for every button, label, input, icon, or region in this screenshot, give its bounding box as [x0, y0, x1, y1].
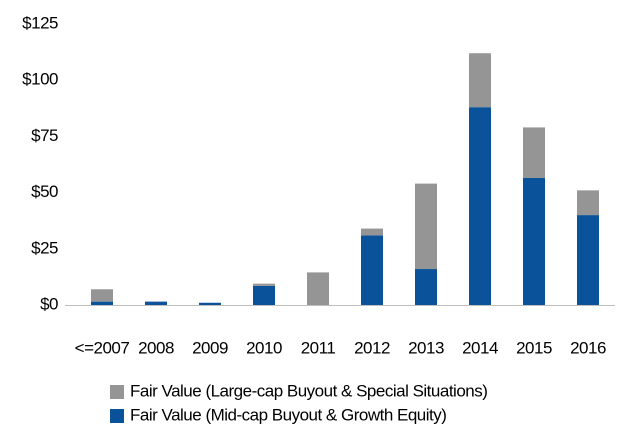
x-tick-label: 2013 — [408, 338, 444, 357]
bar-segment — [91, 289, 113, 302]
bar-segment — [253, 283, 275, 286]
x-tick-label: 2014 — [462, 338, 498, 357]
legend-label: Fair Value (Large-cap Buyout & Special S… — [130, 381, 487, 400]
bar-segment — [253, 285, 275, 305]
y-tick-label: $50 — [31, 182, 58, 201]
bar-segment — [145, 301, 167, 305]
y-tick-label: $25 — [31, 238, 58, 257]
bar-segment — [577, 190, 599, 216]
x-tick-label: 2011 — [301, 338, 336, 357]
x-tick-label: 2016 — [570, 338, 606, 357]
x-tick-label: 2008 — [138, 338, 174, 357]
x-tick-label: 2009 — [192, 338, 228, 357]
bar-segment — [523, 177, 545, 305]
bar-segment — [415, 183, 437, 270]
x-tick-label: <=2007 — [75, 338, 130, 357]
x-tick-label: 2015 — [516, 338, 552, 357]
legend-label: Fair Value (Mid-cap Buyout & Growth Equi… — [130, 405, 446, 424]
bar-segment — [199, 302, 221, 305]
bar-segment — [577, 215, 599, 305]
bar-segment — [469, 107, 491, 306]
bar-segment — [415, 269, 437, 305]
x-tick-label: 2012 — [354, 338, 390, 357]
bar-segment — [361, 228, 383, 236]
y-tick-label: $125 — [22, 13, 58, 32]
bar-segment — [469, 53, 491, 108]
y-tick-label: $0 — [40, 294, 58, 313]
bar-segment — [361, 235, 383, 305]
bar-segment — [307, 272, 329, 305]
legend-swatch — [110, 409, 124, 423]
y-tick-label: $75 — [31, 126, 58, 145]
y-tick-label: $100 — [22, 70, 58, 89]
bar-segment — [91, 301, 113, 305]
bar-segment — [523, 127, 545, 178]
x-tick-label: 2010 — [246, 338, 282, 357]
legend-swatch — [110, 385, 124, 399]
